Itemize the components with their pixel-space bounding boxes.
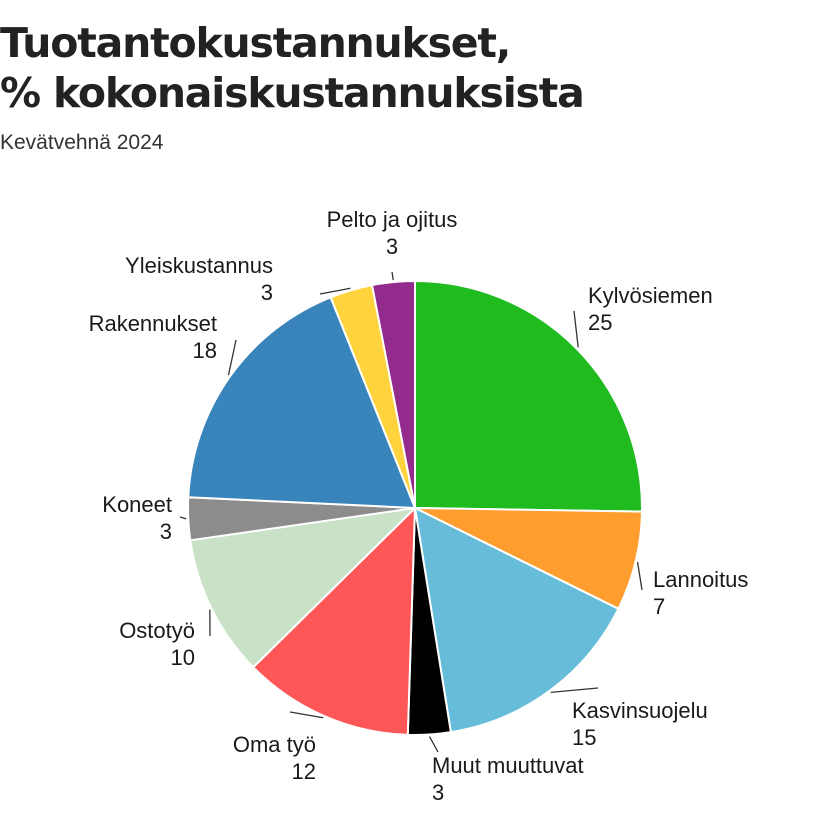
slice-label-pelto-ja-ojitus: Pelto ja ojitus bbox=[327, 207, 458, 232]
pie-slice-kasvinsuojelu bbox=[414, 507, 620, 734]
slice-value-lannoitus: 7 bbox=[653, 594, 665, 619]
leader-line-kasvinsuojelu bbox=[550, 687, 599, 694]
pie-slice-oma-tyo bbox=[252, 507, 416, 736]
leader-line-lannoitus bbox=[636, 561, 643, 591]
pie-slice-pelto-ja-ojitus bbox=[371, 280, 416, 509]
slice-label-koneet: Koneet bbox=[102, 492, 172, 517]
leader-line-oma-tyo bbox=[289, 711, 324, 719]
slice-label-rakennukset: Rakennukset bbox=[89, 311, 217, 336]
leader-lines bbox=[179, 271, 643, 753]
chart-title-line-2: % kokonaiskustannuksista bbox=[0, 69, 585, 117]
slice-value-rakennukset: 18 bbox=[193, 338, 217, 363]
leader-line-koneet bbox=[179, 516, 187, 520]
leader-line-pelto-ja-ojitus bbox=[391, 271, 394, 281]
slice-value-pelto-ja-ojitus: 3 bbox=[386, 234, 398, 259]
leader-line-yleiskustannus bbox=[319, 287, 351, 295]
slice-value-yleiskustannus: 3 bbox=[261, 280, 273, 305]
chart-subtitle: Kevätvehnä 2024 bbox=[0, 131, 164, 154]
slice-value-kylvosiemen: 25 bbox=[588, 310, 612, 335]
slice-label-oma-tyo: Oma työ bbox=[233, 732, 316, 757]
pie-slice-kylvosiemen bbox=[414, 280, 643, 513]
slice-label-yleiskustannus: Yleiskustannus bbox=[125, 253, 273, 278]
slice-value-kasvinsuojelu: 15 bbox=[572, 725, 596, 750]
leader-line-rakennukset bbox=[227, 339, 237, 376]
pie-slice-rakennukset bbox=[187, 296, 416, 509]
slice-label-lannoitus: Lannoitus bbox=[653, 567, 748, 592]
slice-value-ostotyo: 10 bbox=[171, 645, 195, 670]
pie-slices bbox=[187, 280, 643, 736]
leader-line-muut-muuttuvat bbox=[428, 736, 439, 753]
slice-label-ostotyo: Ostotyö bbox=[119, 618, 195, 643]
slice-value-muut-muuttuvat: 3 bbox=[432, 780, 444, 805]
slice-value-oma-tyo: 12 bbox=[292, 759, 316, 784]
slice-label-muut-muuttuvat: Muut muuttuvat bbox=[432, 753, 584, 778]
pie-slice-lannoitus bbox=[414, 507, 643, 610]
slice-label-kylvosiemen: Kylvösiemen bbox=[588, 283, 713, 308]
slice-label-kasvinsuojelu: Kasvinsuojelu bbox=[572, 698, 708, 723]
slice-value-koneet: 3 bbox=[160, 519, 172, 544]
pie-slice-ostotyo bbox=[189, 507, 416, 669]
leader-line-kylvosiemen bbox=[573, 310, 579, 348]
chart-title: Tuotantokustannukset, % kokonaiskustannu… bbox=[0, 18, 585, 118]
chart-title-line-1: Tuotantokustannukset, bbox=[0, 19, 511, 67]
